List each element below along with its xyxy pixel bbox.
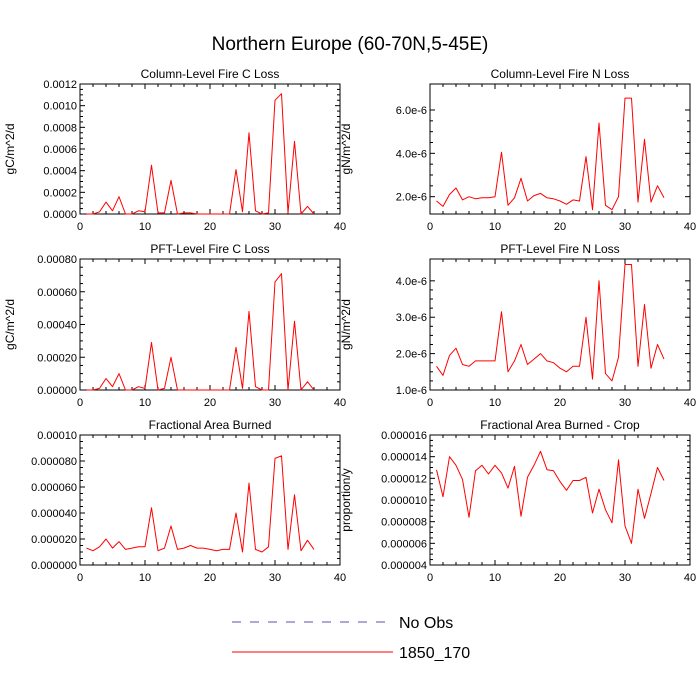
y-tick-label: 0.00010 xyxy=(37,430,77,442)
plot-frame xyxy=(79,258,341,391)
y-tick-label: 0.0000 xyxy=(43,209,77,221)
plot-frame xyxy=(429,258,691,391)
x-tick-label: 20 xyxy=(554,572,566,584)
x-tick-label: 20 xyxy=(554,397,566,409)
y-tick-label: 0.00060 xyxy=(37,287,77,299)
y-tick-label: 0.000012 xyxy=(381,473,427,485)
chart-panel-2: Column-Level Fire N Loss gN/m^2/d 0 10 20 30 4… xyxy=(339,67,696,233)
x-tick-label: 10 xyxy=(139,397,151,409)
x-tick-label: 30 xyxy=(269,397,281,409)
plot-frame xyxy=(429,434,691,566)
x-tick-label: 30 xyxy=(269,572,281,584)
x-tick-label: 0 xyxy=(77,397,83,409)
y-tick-label: 0.000008 xyxy=(381,517,427,529)
y-axis-label: gN/m^2/d xyxy=(339,124,353,175)
y-axis-label: gC/m^2/d xyxy=(3,124,17,175)
panel-title: Fractional Area Burned - Crop xyxy=(480,418,640,432)
y-tick-label: 0.00080 xyxy=(37,254,77,266)
plot-frame xyxy=(79,83,341,215)
legend-label: 1850_170 xyxy=(399,645,470,662)
y-tick-label: 6.0e-6 xyxy=(396,105,427,117)
panel-title: Column-Level Fire C Loss xyxy=(141,67,280,81)
y-tick-label: 0.000016 xyxy=(381,430,427,442)
chart-panel-6: Fractional Area Burned - Crop proportion/… xyxy=(339,418,696,584)
y-tick-label: 2.0e-6 xyxy=(396,192,427,204)
series-line-1850_170 xyxy=(86,455,315,553)
y-tick-label: 0.0008 xyxy=(43,122,77,134)
y-tick-label: 3.0e-6 xyxy=(396,312,427,324)
x-tick-label: 10 xyxy=(139,572,151,584)
panel-title: PFT-Level Fire N Loss xyxy=(500,242,619,256)
y-tick-label: 0.000060 xyxy=(31,482,77,494)
x-tick-label: 0 xyxy=(77,572,83,584)
x-tick-label: 10 xyxy=(489,397,501,409)
series-line-1850_170 xyxy=(436,264,665,382)
series-line-1850_170 xyxy=(436,450,665,544)
y-tick-label: 0.00000 xyxy=(37,385,77,397)
plot-frame xyxy=(429,83,691,215)
x-tick-label: 0 xyxy=(427,572,433,584)
x-tick-label: 20 xyxy=(204,221,216,233)
x-tick-label: 20 xyxy=(554,221,566,233)
y-tick-label: 0.0010 xyxy=(43,101,77,113)
y-tick-label: 4.0e-6 xyxy=(396,148,427,160)
y-axis-label: gC/m^2/d xyxy=(3,299,17,350)
x-tick-label: 20 xyxy=(204,572,216,584)
x-tick-label: 30 xyxy=(269,221,281,233)
y-tick-label: 0.0012 xyxy=(43,79,77,91)
plot-frame xyxy=(79,434,341,566)
y-tick-label: 0.000010 xyxy=(381,495,427,507)
chart-panel-3: PFT-Level Fire C Loss gC/m^2/d 0 10 20 30 40 0.… xyxy=(3,242,346,409)
chart-panel-4: PFT-Level Fire N Loss gN/m^2/d 0 10 20 30 40 1.… xyxy=(339,242,696,409)
series-line-1850_170 xyxy=(86,93,315,215)
x-tick-label: 40 xyxy=(334,397,346,409)
y-tick-label: 0.00040 xyxy=(37,320,77,332)
y-tick-label: 0.000000 xyxy=(31,560,77,572)
x-tick-label: 30 xyxy=(619,397,631,409)
series-line-1850_170 xyxy=(86,273,315,391)
panel-title: Column-Level Fire N Loss xyxy=(491,67,630,81)
x-tick-label: 0 xyxy=(427,397,433,409)
x-tick-label: 20 xyxy=(204,397,216,409)
y-axis-label: proportion/y xyxy=(339,468,353,531)
x-tick-label: 40 xyxy=(334,221,346,233)
y-tick-label: 0.000014 xyxy=(381,452,427,464)
y-tick-label: 0.00020 xyxy=(37,352,77,364)
panel-title: Fractional Area Burned xyxy=(149,418,272,432)
chart-panel-5: Fractional Area Burned 0 10 20 30 40 0.000000 0… xyxy=(31,418,346,584)
y-axis-label: gN/m^2/d xyxy=(339,299,353,350)
x-tick-label: 30 xyxy=(619,572,631,584)
x-tick-label: 40 xyxy=(684,397,696,409)
x-tick-label: 0 xyxy=(77,221,83,233)
y-tick-label: 0.000006 xyxy=(381,538,427,550)
chart-main-title: Northern Europe (60-70N,5-45E) xyxy=(211,34,489,55)
y-tick-label: 0.000080 xyxy=(31,456,77,468)
chart-panel-1: Column-Level Fire C Loss gC/m^2/d 0 10 20 30 4… xyxy=(3,67,346,233)
x-tick-label: 40 xyxy=(684,221,696,233)
legend: No Obs 1850_170 xyxy=(232,615,470,662)
y-tick-label: 4.0e-6 xyxy=(396,276,427,288)
y-tick-label: 2.0e-6 xyxy=(396,349,427,361)
x-tick-label: 10 xyxy=(139,221,151,233)
x-tick-label: 30 xyxy=(619,221,631,233)
x-tick-label: 40 xyxy=(334,572,346,584)
x-tick-label: 10 xyxy=(489,572,501,584)
y-tick-label: 0.000020 xyxy=(31,534,77,546)
x-tick-label: 10 xyxy=(489,221,501,233)
y-tick-label: 0.0002 xyxy=(43,187,77,199)
y-tick-label: 0.000040 xyxy=(31,508,77,520)
series-line-1850_170 xyxy=(436,97,665,211)
panel-title: PFT-Level Fire C Loss xyxy=(150,242,269,256)
y-tick-label: 0.000004 xyxy=(381,560,427,572)
y-tick-label: 0.0004 xyxy=(43,166,77,178)
y-tick-label: 0.0006 xyxy=(43,144,77,156)
x-tick-label: 0 xyxy=(427,221,433,233)
x-tick-label: 40 xyxy=(684,572,696,584)
legend-label: No Obs xyxy=(399,615,453,632)
y-tick-label: 1.0e-6 xyxy=(396,385,427,397)
